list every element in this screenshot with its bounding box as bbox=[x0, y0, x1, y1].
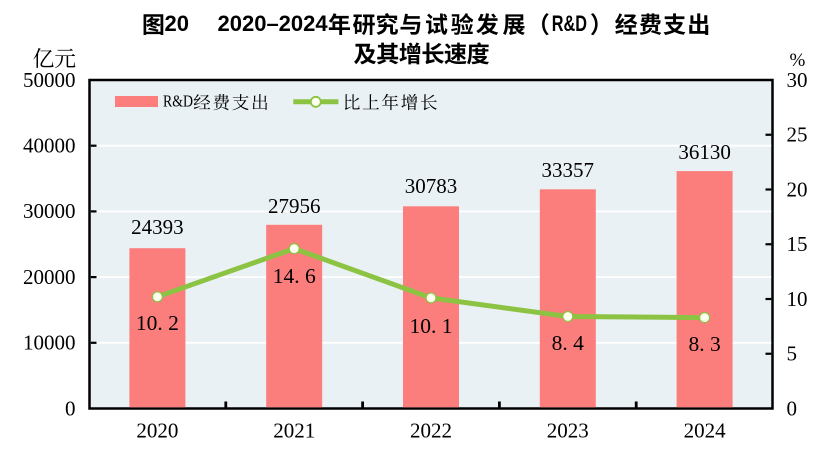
svg-text:15: 15 bbox=[787, 232, 808, 256]
svg-text:2024: 2024 bbox=[684, 419, 727, 443]
svg-text:8. 4: 8. 4 bbox=[552, 331, 585, 355]
svg-text:40000: 40000 bbox=[23, 134, 76, 158]
svg-text:8. 3: 8. 3 bbox=[688, 332, 720, 356]
svg-text:20: 20 bbox=[165, 11, 189, 36]
svg-text:10000: 10000 bbox=[23, 331, 76, 355]
svg-text:10: 10 bbox=[787, 287, 808, 311]
svg-text:20: 20 bbox=[787, 177, 808, 201]
svg-text:30000: 30000 bbox=[23, 199, 76, 223]
svg-text:24393: 24393 bbox=[131, 215, 184, 239]
svg-text:R&D: R&D bbox=[163, 92, 193, 111]
svg-text:10. 2: 10. 2 bbox=[136, 311, 179, 335]
svg-text:0: 0 bbox=[65, 396, 76, 420]
svg-text:2021: 2021 bbox=[273, 419, 315, 443]
svg-text:20000: 20000 bbox=[23, 265, 76, 289]
svg-text:%: % bbox=[790, 50, 806, 71]
svg-text:27956: 27956 bbox=[268, 194, 321, 218]
svg-text:2020–2024: 2020–2024 bbox=[218, 11, 329, 36]
svg-text:33357: 33357 bbox=[542, 158, 595, 182]
svg-text:5: 5 bbox=[787, 342, 798, 366]
svg-text:2022: 2022 bbox=[410, 419, 452, 443]
svg-text:30: 30 bbox=[787, 68, 808, 92]
svg-text:14. 6: 14. 6 bbox=[273, 264, 316, 288]
svg-text:10. 1: 10. 1 bbox=[410, 314, 453, 338]
svg-text:2020: 2020 bbox=[136, 419, 178, 443]
svg-text:36130: 36130 bbox=[678, 140, 731, 164]
svg-text:0: 0 bbox=[787, 396, 798, 420]
svg-text:50000: 50000 bbox=[23, 68, 76, 92]
svg-text:30783: 30783 bbox=[405, 174, 458, 198]
svg-text:2023: 2023 bbox=[547, 419, 589, 443]
svg-text:25: 25 bbox=[787, 123, 808, 147]
svg-text:R&D: R&D bbox=[552, 11, 587, 36]
